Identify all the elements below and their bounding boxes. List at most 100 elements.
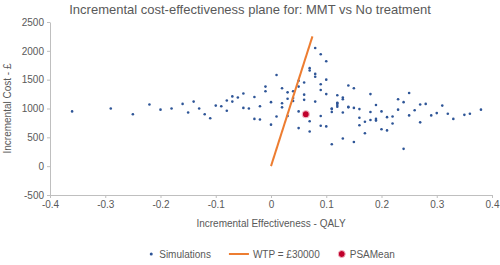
tick-mark [105, 195, 106, 198]
tick-label: 0.4 [486, 199, 500, 210]
tick-mark [437, 195, 438, 198]
tick-label: 2500 [22, 17, 45, 28]
tick: 0.3 [430, 195, 444, 210]
tick-mark [382, 195, 383, 198]
point [347, 106, 350, 109]
point [369, 119, 372, 122]
point [391, 122, 394, 125]
wtp-line [271, 36, 312, 166]
tick: -0.2 [152, 195, 170, 210]
point [452, 118, 455, 121]
point [148, 103, 151, 106]
point [424, 103, 427, 106]
point [281, 102, 284, 105]
point [430, 114, 433, 117]
point [231, 100, 234, 103]
tick-mark [47, 195, 50, 196]
point [353, 141, 356, 144]
point [264, 90, 267, 93]
point [319, 53, 322, 56]
point [347, 84, 350, 87]
point [447, 112, 450, 115]
point [413, 109, 416, 112]
point [369, 111, 372, 114]
point [330, 143, 333, 146]
point [325, 78, 328, 81]
series [71, 47, 482, 151]
point [259, 105, 262, 108]
tick-label: -0.1 [208, 199, 226, 210]
point [342, 96, 345, 99]
point [435, 112, 438, 115]
tick-label: 0.3 [430, 199, 444, 210]
point [226, 99, 229, 102]
tick-label: 0 [269, 199, 275, 210]
point [330, 107, 333, 110]
tick: 0 [38, 161, 50, 172]
tick-label: 0.2 [375, 199, 389, 210]
point [159, 108, 162, 111]
tick: 1500 [22, 74, 50, 85]
point [170, 107, 173, 110]
point [132, 113, 135, 116]
point [314, 73, 317, 76]
point [281, 87, 284, 90]
point [419, 103, 422, 106]
point [325, 125, 328, 128]
y-axis-title: Incremental Cost - £ [2, 63, 13, 153]
tick-mark [47, 166, 50, 167]
point [308, 120, 311, 123]
point [364, 132, 367, 135]
point [270, 101, 273, 104]
point [408, 92, 411, 95]
point [286, 97, 289, 100]
tick-mark [216, 195, 217, 198]
point [347, 105, 350, 108]
point [237, 96, 240, 99]
point [308, 69, 311, 72]
point [397, 98, 400, 101]
tick-mark [47, 51, 50, 52]
point [209, 117, 212, 120]
point [319, 125, 322, 128]
point [375, 118, 378, 121]
point [297, 127, 300, 130]
plot-area [71, 36, 482, 166]
tick: -0.3 [97, 195, 115, 210]
tick-label: 0.1 [320, 199, 334, 210]
point [203, 113, 206, 116]
legend-label: WTP = £30000 [253, 249, 320, 260]
point [181, 103, 184, 106]
point [248, 107, 251, 110]
point [353, 87, 356, 90]
x-axis: -0.4-0.3-0.2-0.100.10.20.30.4 [42, 195, 500, 210]
point [358, 108, 361, 111]
point [319, 89, 322, 92]
point [342, 137, 345, 140]
legend: SimulationsWTP = £30000PSAMean [150, 249, 395, 260]
mean-point [302, 111, 309, 118]
point [71, 110, 74, 113]
point [308, 130, 311, 133]
point [226, 110, 229, 113]
point [242, 92, 245, 95]
point [187, 111, 190, 114]
point [380, 128, 383, 131]
point [463, 114, 466, 117]
tick-label: 1500 [22, 74, 45, 85]
point [358, 116, 361, 119]
tick-mark [47, 22, 50, 23]
point [336, 105, 339, 108]
point [391, 115, 394, 118]
point [330, 108, 333, 111]
point [358, 124, 361, 127]
tick-mark [47, 80, 50, 81]
point [386, 129, 389, 132]
point [336, 102, 339, 105]
point [441, 104, 444, 107]
point [270, 123, 273, 126]
point [314, 75, 317, 78]
point [286, 91, 289, 94]
point [330, 111, 333, 114]
point [325, 93, 328, 96]
